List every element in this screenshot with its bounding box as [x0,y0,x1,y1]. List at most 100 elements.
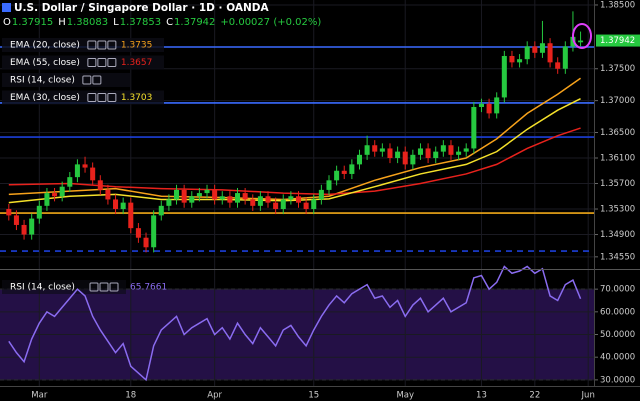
candle-body [570,36,576,47]
candle-body [295,196,302,203]
candle-body [555,62,561,69]
candle-body [113,199,119,210]
candle-body [486,103,492,114]
legend-icon [92,75,102,85]
candle-body [341,170,347,174]
legend-icon [87,40,97,50]
x-tick-label: 13 [476,391,487,401]
main-layer [0,11,594,382]
candle-body [174,189,180,200]
candle-body [135,228,141,238]
candle-body [234,193,241,203]
candle-body [448,145,454,155]
y-tick-label: 1.34550 [600,252,635,262]
last-price-box [596,34,640,47]
candle-body [532,46,538,53]
y-tick-label: 70.0000 [600,285,635,295]
candle-body [539,43,545,53]
candle-body [402,151,408,165]
x-tick-label: May [396,391,414,401]
candle-body [242,193,248,200]
legend-icon [107,58,117,67]
candle-body [433,151,439,159]
candle-body [425,148,431,159]
price-change: +0.00027 (+0.02%) [220,17,321,28]
candle-body [509,55,515,63]
legend-name: EMA (55, close) [10,58,80,68]
candle-body [151,215,157,248]
legend-icon [87,58,97,67]
flag-icon [2,3,11,12]
candle-body [74,164,80,178]
candle-body [21,224,27,235]
candle-body [105,189,111,200]
candle-body [181,189,187,203]
x-tick-label: 22 [529,391,540,401]
rsi-value: 65.7661 [130,283,167,293]
candle-body [120,202,126,210]
candle-body [372,145,378,152]
ohlc-value: 1.37853 [120,17,161,28]
candle-body [501,55,507,98]
rsi-line [8,265,582,382]
x-tick-label: Jun [581,391,595,401]
candle-body [36,205,42,219]
candle-body [349,164,355,174]
y-tick-label: 60.0000 [600,307,635,317]
candle-body [288,196,294,200]
highlight-ellipse [572,23,592,49]
candle-body [189,196,195,203]
ohlc-label: H [58,17,66,28]
candle-body [273,202,279,210]
candle-body [280,199,286,210]
candle-body [212,189,218,200]
candle-body [356,154,363,165]
candle-body [29,218,35,235]
y-tick-label: 50.0000 [600,330,635,340]
legend-bg [2,38,164,52]
candle-body [364,145,370,155]
candle-body [524,46,530,60]
rsi-title: RSI (14, close) [10,283,75,293]
legend-bg [2,90,164,105]
candle-body [128,202,134,229]
legend-icon [107,40,117,50]
candle-body [13,215,19,225]
candle-body [82,164,88,168]
candle-body [143,237,149,248]
candle-body [547,43,553,63]
candle-body [379,148,385,152]
candle-body [90,167,96,181]
y-tick-label: 1.36500 [600,128,635,138]
legend-name: EMA (30, close) [10,93,80,103]
candle-body [417,148,423,155]
legend-icon [109,282,119,292]
legend-value: 1.3657 [121,58,153,68]
y-tick-label: 30.0000 [600,375,635,385]
legend-icon [97,93,107,102]
y-tick-label: 1.35700 [600,179,635,189]
ohlc-value: 1.38083 [67,17,108,28]
candle-body [562,46,568,69]
y-tick-label: 1.36100 [600,154,635,164]
candle-body [326,180,332,190]
last-price-label: 1.37942 [600,36,635,46]
candle-body [578,40,584,43]
legend-name: EMA (20, close) [10,41,80,51]
y-tick-label: 1.35300 [600,205,635,215]
candle-body [387,148,393,159]
ohlc-label: L [113,17,119,28]
candle-body [410,154,416,165]
legend-value: 1.3735 [121,41,153,51]
ohlc-value: 1.37915 [12,17,53,28]
legend-icon [107,93,117,102]
legend-icon [89,282,99,292]
candle-body [471,106,477,149]
candle-body [166,199,172,206]
candle-body [456,151,462,155]
candle-body [59,186,65,197]
y-tick-label: 1.34900 [600,230,635,240]
x-tick-label: Mar [31,391,48,401]
